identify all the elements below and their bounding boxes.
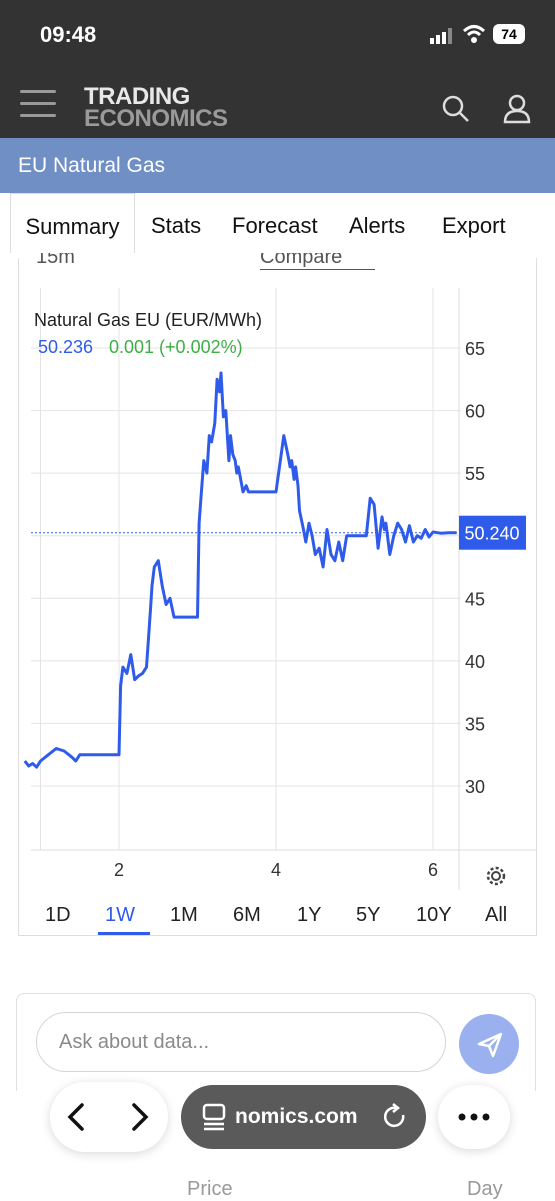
tab-summary[interactable]: Summary — [10, 193, 135, 253]
y-tick-label: 55 — [465, 464, 485, 484]
logo-line2: ECONOMICS — [84, 105, 228, 132]
status-bar: 09:48 74 — [0, 0, 555, 70]
page-menu-icon[interactable] — [201, 1103, 227, 1131]
tab-export[interactable]: Export — [442, 213, 506, 238]
x-tick-label: 2 — [114, 860, 124, 880]
y-tick-label: 35 — [465, 714, 485, 734]
y-tick-label: 30 — [465, 777, 485, 797]
url-text: nomics.com — [235, 1105, 358, 1128]
x-tick-label: 6 — [428, 860, 438, 880]
tab-forecast[interactable]: Forecast — [232, 213, 318, 238]
table-header-price: Price — [187, 1178, 233, 1200]
last-value: 50.236 — [38, 337, 93, 357]
tab-alerts[interactable]: Alerts — [349, 213, 406, 238]
range-6m[interactable]: 6M — [233, 904, 261, 926]
back-arrow-icon[interactable] — [64, 1102, 90, 1132]
price-series-line — [23, 371, 457, 769]
ask-input[interactable] — [36, 1012, 446, 1072]
range-1w[interactable]: 1W — [105, 904, 135, 926]
range-1d[interactable]: 1D — [45, 904, 71, 926]
range-10y[interactable]: 10Y — [416, 904, 452, 926]
range-1m[interactable]: 1M — [170, 904, 198, 926]
battery-indicator: 74 — [493, 24, 525, 44]
menu-icon[interactable] — [20, 90, 56, 118]
tab-bar: Summary Stats Forecast Alerts Export — [0, 193, 555, 253]
status-time: 09:48 — [40, 22, 97, 47]
chart-title: Natural Gas EU (EUR/MWh) — [34, 310, 262, 330]
more-dots-icon — [458, 1113, 490, 1121]
y-tick-label: 40 — [465, 652, 485, 672]
y-tick-label: 65 — [465, 339, 485, 359]
send-button[interactable] — [459, 1014, 519, 1074]
send-icon — [477, 1032, 503, 1058]
y-tick-label: 45 — [465, 589, 485, 609]
cellular-signal-icon — [430, 28, 452, 44]
page-title: EU Natural Gas — [18, 154, 166, 177]
more-options-button[interactable] — [438, 1085, 510, 1149]
range-all[interactable]: All — [485, 904, 508, 926]
search-icon[interactable] — [442, 95, 470, 123]
settings-gear-icon[interactable] — [485, 865, 507, 887]
reload-icon[interactable] — [381, 1103, 409, 1131]
user-icon[interactable] — [503, 94, 531, 124]
table-header-day: Day — [467, 1178, 503, 1200]
active-range-indicator — [98, 932, 150, 935]
browser-nav-pill — [50, 1082, 168, 1152]
range-1y[interactable]: 1Y — [297, 904, 322, 926]
current-value-badge — [459, 515, 526, 550]
range-5y[interactable]: 5Y — [356, 904, 381, 926]
y-tick-label: 60 — [465, 402, 485, 422]
logo-line1: TRADING — [84, 83, 190, 110]
page-title-bar: EU Natural Gas — [0, 138, 555, 193]
current-value-label: 50.240 — [464, 524, 519, 544]
price-change: 0.001 (+0.002%) — [109, 337, 243, 357]
x-tick-label: 4 — [271, 860, 281, 880]
wifi-icon — [462, 25, 486, 43]
site-logo[interactable]: TRADING ECONOMICS — [84, 83, 228, 132]
forward-arrow-icon[interactable] — [126, 1102, 152, 1132]
tab-stats[interactable]: Stats — [151, 213, 202, 238]
url-bar[interactable]: nomics.com — [181, 1085, 426, 1149]
